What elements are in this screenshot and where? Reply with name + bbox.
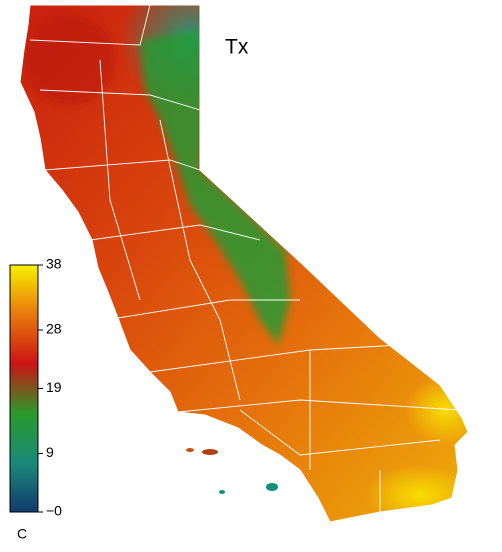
colorbar-tick-label: 9 bbox=[46, 444, 54, 460]
colorbar-unit: C bbox=[17, 526, 27, 542]
colorbar-tick-label: −0 bbox=[46, 503, 62, 519]
colorbar-tick-label: 28 bbox=[46, 321, 62, 337]
colorbar bbox=[9, 264, 39, 513]
map-title: Tx bbox=[225, 36, 249, 59]
colorbar-tick-label: 19 bbox=[46, 379, 62, 395]
islands bbox=[186, 448, 278, 494]
colorbar-tick-label: 38 bbox=[46, 256, 62, 272]
